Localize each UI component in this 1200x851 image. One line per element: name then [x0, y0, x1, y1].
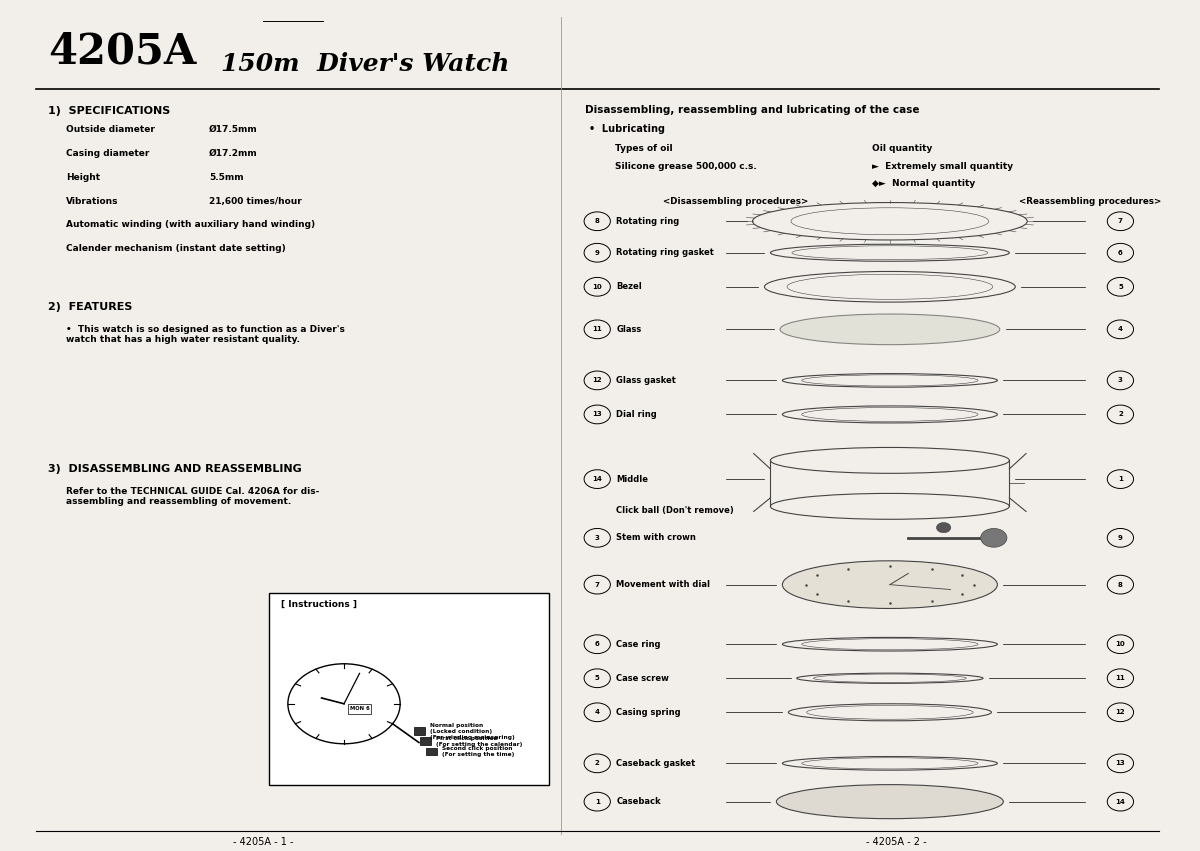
Text: 1)  SPECIFICATIONS: 1) SPECIFICATIONS: [48, 106, 170, 117]
Text: Case screw: Case screw: [617, 674, 670, 683]
Text: Calender mechanism (instant date setting): Calender mechanism (instant date setting…: [66, 244, 286, 254]
Text: 21,600 times/hour: 21,600 times/hour: [209, 197, 301, 206]
FancyBboxPatch shape: [269, 593, 550, 785]
Text: ►  Extremely small quantity: ► Extremely small quantity: [872, 162, 1013, 171]
Ellipse shape: [776, 785, 1003, 819]
Text: •  Lubricating: • Lubricating: [589, 124, 665, 134]
Text: Casing diameter: Casing diameter: [66, 149, 149, 158]
Text: Case ring: Case ring: [617, 640, 661, 648]
Text: 5.5mm: 5.5mm: [209, 173, 244, 182]
Text: 7: 7: [595, 581, 600, 588]
Text: 5: 5: [595, 675, 600, 682]
Text: Glass: Glass: [617, 325, 642, 334]
Text: 14: 14: [1116, 798, 1126, 805]
Text: Second click position
(For setting the time): Second click position (For setting the t…: [442, 746, 514, 757]
Text: Ø17.5mm: Ø17.5mm: [209, 125, 258, 134]
Text: 8: 8: [595, 218, 600, 225]
Text: ◆►  Normal quantity: ◆► Normal quantity: [872, 179, 976, 188]
Text: 6: 6: [1118, 249, 1123, 256]
Text: Ø17.2mm: Ø17.2mm: [209, 149, 258, 158]
Text: 6: 6: [595, 641, 600, 648]
FancyBboxPatch shape: [420, 737, 431, 745]
Text: <Reassembling procedures>: <Reassembling procedures>: [1019, 197, 1162, 207]
Text: Oil quantity: Oil quantity: [872, 144, 932, 153]
Text: 3)  DISASSEMBLING AND REASSEMBLING: 3) DISASSEMBLING AND REASSEMBLING: [48, 464, 301, 474]
Text: Types of oil: Types of oil: [616, 144, 673, 153]
Ellipse shape: [782, 561, 997, 608]
Text: - 4205A - 1 -: - 4205A - 1 -: [233, 837, 293, 848]
Text: Silicone grease 500,000 c.s.: Silicone grease 500,000 c.s.: [616, 162, 757, 171]
Text: 12: 12: [1116, 709, 1126, 716]
Text: Stem with crown: Stem with crown: [617, 534, 696, 542]
Text: 11: 11: [1116, 675, 1126, 682]
Text: Outside diameter: Outside diameter: [66, 125, 155, 134]
Text: 2)  FEATURES: 2) FEATURES: [48, 302, 132, 312]
Text: •  This watch is so designed as to function as a Diver's
watch that has a high w: • This watch is so designed as to functi…: [66, 325, 344, 345]
Text: First click position
(For setting the calendar): First click position (For setting the ca…: [436, 736, 522, 747]
Text: Disassembling, reassembling and lubricating of the case: Disassembling, reassembling and lubricat…: [586, 105, 919, 115]
Text: Vibrations: Vibrations: [66, 197, 118, 206]
Text: Rotating ring: Rotating ring: [617, 217, 679, 226]
Text: Rotating ring gasket: Rotating ring gasket: [617, 248, 714, 257]
Text: 4: 4: [1118, 326, 1123, 333]
Text: 11: 11: [593, 326, 602, 333]
Text: 9: 9: [595, 249, 600, 256]
Text: 7: 7: [1118, 218, 1123, 225]
FancyBboxPatch shape: [426, 748, 437, 756]
Text: 10: 10: [593, 283, 602, 290]
Text: 10: 10: [1116, 641, 1126, 648]
Text: MON 6: MON 6: [349, 706, 370, 711]
Text: Refer to the TECHNICAL GUIDE Cal. 4206A for dis-
assembling and reassembling of : Refer to the TECHNICAL GUIDE Cal. 4206A …: [66, 487, 319, 506]
Text: 1: 1: [1118, 476, 1123, 483]
FancyBboxPatch shape: [348, 704, 372, 714]
Text: 2: 2: [1118, 411, 1123, 418]
Text: Height: Height: [66, 173, 100, 182]
Text: 9: 9: [1118, 534, 1123, 541]
Text: Movement with dial: Movement with dial: [617, 580, 710, 589]
Text: [ Instructions ]: [ Instructions ]: [281, 600, 356, 609]
Text: 13: 13: [1116, 760, 1126, 767]
Text: 14: 14: [593, 476, 602, 483]
Text: Glass gasket: Glass gasket: [617, 376, 677, 385]
Text: 1: 1: [595, 798, 600, 805]
Text: 150m  Diver's Watch: 150m Diver's Watch: [221, 52, 509, 76]
Text: Casing spring: Casing spring: [617, 708, 680, 717]
Text: 8: 8: [1118, 581, 1123, 588]
Text: 3: 3: [595, 534, 600, 541]
Text: 13: 13: [593, 411, 602, 418]
Text: Bezel: Bezel: [617, 283, 642, 291]
Ellipse shape: [780, 314, 1000, 345]
Text: Automatic winding (with auxiliary hand winding): Automatic winding (with auxiliary hand w…: [66, 220, 314, 230]
Circle shape: [288, 664, 400, 744]
Text: 2: 2: [595, 760, 600, 767]
Text: <Disassembling procedures>: <Disassembling procedures>: [662, 197, 808, 207]
Text: 3: 3: [1118, 377, 1123, 384]
Text: Dial ring: Dial ring: [617, 410, 658, 419]
Text: 12: 12: [593, 377, 602, 384]
Text: Caseback gasket: Caseback gasket: [617, 759, 696, 768]
Text: Normal position
(Locked condition)
(For winding mainspring): Normal position (Locked condition) (For …: [430, 723, 515, 740]
Circle shape: [980, 528, 1007, 547]
Text: - 4205A - 2 -: - 4205A - 2 -: [865, 837, 926, 848]
Text: Click ball (Don't remove): Click ball (Don't remove): [617, 506, 734, 515]
Text: 5: 5: [1118, 283, 1123, 290]
Text: 4205A: 4205A: [48, 31, 196, 72]
Text: Middle: Middle: [617, 475, 648, 483]
FancyBboxPatch shape: [414, 727, 425, 734]
Text: Caseback: Caseback: [617, 797, 661, 806]
Text: 4: 4: [595, 709, 600, 716]
Circle shape: [936, 523, 950, 533]
